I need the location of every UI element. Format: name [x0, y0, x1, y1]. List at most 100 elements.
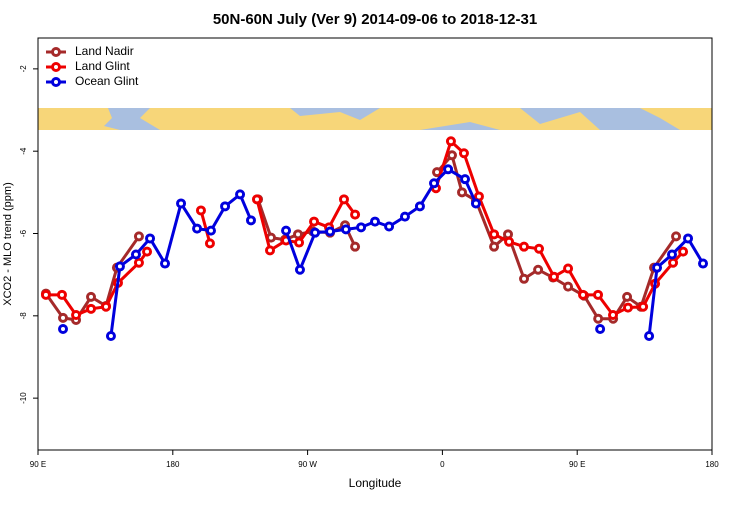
point: [325, 226, 336, 237]
point: [71, 309, 82, 320]
point: [245, 215, 256, 226]
map-strip: [38, 108, 712, 130]
point: [563, 263, 574, 274]
point: [548, 271, 559, 282]
y-tick-label: -8: [19, 312, 28, 320]
point: [446, 150, 457, 161]
x-tick-label: 90 E: [30, 460, 46, 469]
point: [652, 262, 663, 273]
point: [56, 289, 67, 300]
point: [578, 289, 589, 300]
point: [414, 201, 425, 212]
point: [370, 216, 380, 227]
point: [105, 330, 116, 341]
point: [350, 241, 361, 252]
point: [192, 223, 203, 234]
point: [235, 189, 246, 200]
point: [668, 257, 679, 268]
point: [40, 289, 51, 300]
point: [338, 194, 349, 205]
point: [160, 258, 171, 269]
y-tick-label: -2: [19, 65, 28, 73]
x-tick-label: 90 E: [569, 460, 585, 469]
legend-marker: [51, 77, 61, 87]
y-tick-label: -4: [19, 147, 28, 155]
point: [86, 291, 97, 302]
chart-title: 50N-60N July (Ver 9) 2014-09-06 to 2018-…: [213, 11, 537, 28]
point: [384, 221, 395, 232]
point: [340, 224, 351, 235]
point: [607, 309, 618, 320]
point: [145, 233, 156, 244]
point: [399, 211, 410, 222]
legend-label: Land Nadir: [75, 44, 134, 58]
point: [443, 164, 454, 175]
point: [133, 257, 144, 268]
point: [519, 241, 530, 252]
point: [204, 238, 215, 249]
legend-label: Ocean Glint: [75, 74, 139, 88]
point: [460, 174, 471, 185]
point: [294, 237, 305, 248]
point: [293, 229, 304, 240]
point: [595, 323, 606, 334]
legend-marker: [51, 47, 61, 57]
point: [350, 209, 361, 220]
point: [593, 313, 604, 324]
point: [310, 227, 321, 238]
point: [176, 198, 187, 209]
point: [671, 231, 682, 242]
x-tick-label: 90 W: [298, 460, 317, 469]
point: [429, 178, 440, 189]
legend-label: Land Glint: [75, 59, 130, 73]
point: [470, 198, 481, 209]
y-tick-label: -10: [19, 392, 28, 404]
x-axis-label: Longitude: [349, 476, 402, 490]
x-tick-label: 180: [166, 460, 180, 469]
point: [503, 229, 514, 240]
point: [534, 243, 545, 254]
point: [133, 231, 144, 242]
point: [622, 302, 633, 313]
point: [489, 229, 500, 240]
y-axis-label: XCO2 - MLO trend (ppm): [2, 182, 14, 305]
x-tick-label: 0: [440, 460, 445, 469]
point: [281, 225, 292, 236]
point: [445, 136, 456, 147]
point: [519, 273, 530, 284]
point: [678, 246, 689, 257]
point: [667, 249, 678, 260]
point: [142, 246, 153, 257]
point: [100, 301, 111, 312]
point: [638, 301, 649, 312]
legend-marker: [51, 62, 61, 72]
point: [294, 264, 305, 275]
point: [58, 312, 69, 323]
x-tick-label: 180: [705, 460, 719, 469]
point: [533, 264, 544, 275]
y-tick-label: -6: [19, 229, 28, 237]
point: [683, 233, 694, 244]
point: [504, 236, 515, 247]
series-line: [45, 138, 685, 317]
point: [698, 258, 709, 269]
point: [251, 194, 262, 205]
point: [220, 201, 231, 212]
point: [86, 303, 97, 314]
point: [563, 281, 574, 292]
point: [309, 216, 320, 227]
point: [622, 291, 633, 302]
point: [644, 330, 655, 341]
point: [130, 249, 141, 260]
point: [58, 323, 69, 334]
point: [489, 241, 500, 252]
point: [458, 148, 469, 159]
point: [356, 222, 367, 233]
point: [593, 289, 604, 300]
point: [195, 205, 206, 216]
point: [114, 261, 125, 272]
point: [457, 187, 468, 198]
point: [265, 245, 276, 256]
point: [205, 225, 216, 236]
